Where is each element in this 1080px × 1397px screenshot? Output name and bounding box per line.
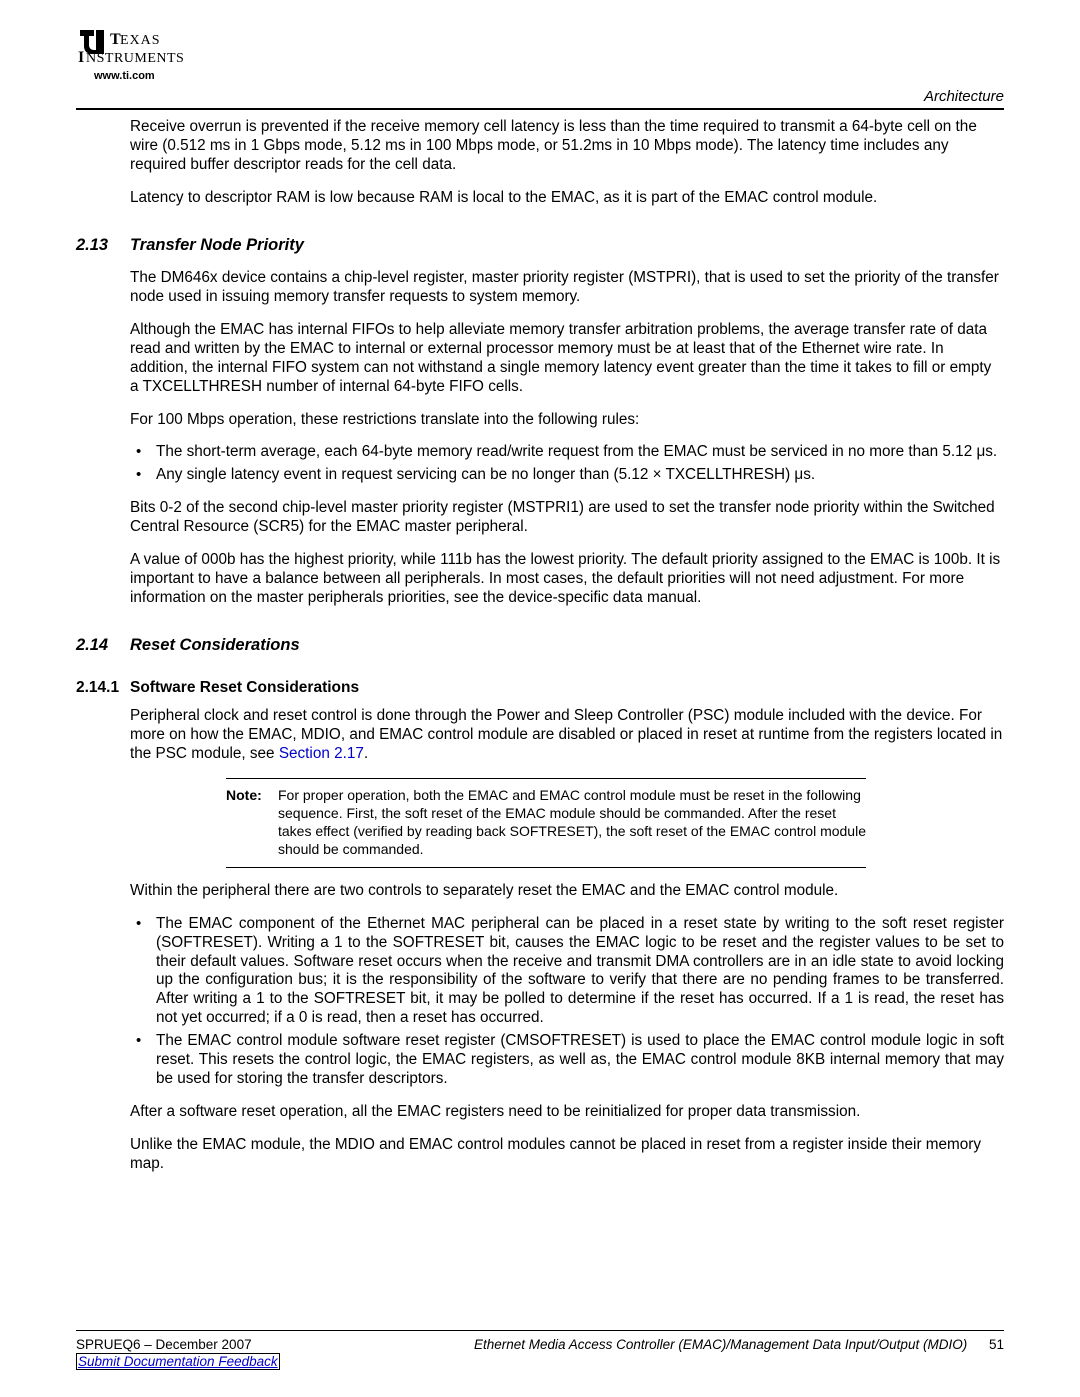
section-title: Transfer Node Priority xyxy=(130,236,304,254)
logo-url[interactable]: www.ti.com xyxy=(94,70,206,82)
ti-logo-block: T EXAS I NSTRUMENTS www.ti.com xyxy=(76,24,206,82)
s213-p3: For 100 Mbps operation, these restrictio… xyxy=(130,411,1004,430)
ti-logo-icon: T EXAS I NSTRUMENTS xyxy=(76,24,206,68)
section-2-14-1-heading: 2.14.1Software Reset Considerations xyxy=(76,679,1004,697)
page-footer: SPRUEQ6 – December 2007 Ethernet Media A… xyxy=(76,1330,1004,1369)
s2141-p1: Peripheral clock and reset control is do… xyxy=(130,707,1004,764)
svg-text:I: I xyxy=(78,49,84,66)
note-label: Note: xyxy=(226,787,278,859)
logo-text-bottom: NSTRUMENTS xyxy=(86,51,184,66)
submit-feedback-link[interactable]: Submit Documentation Feedback xyxy=(76,1353,280,1370)
subsection-number: 2.14.1 xyxy=(76,679,130,697)
section-number: 2.14 xyxy=(76,636,130,655)
header-section-label: Architecture xyxy=(924,88,1004,105)
logo-text-top: EXAS xyxy=(120,33,161,48)
s213-p2: Although the EMAC has internal FIFOs to … xyxy=(130,321,1004,397)
section-title: Reset Considerations xyxy=(130,636,300,654)
note-rule-bottom xyxy=(226,867,866,868)
intro-para-2: Latency to descriptor RAM is low because… xyxy=(130,189,1004,208)
s2141-bullets: The EMAC component of the Ethernet MAC p… xyxy=(130,915,1004,1090)
s213-p4: Bits 0-2 of the second chip-level master… xyxy=(130,499,1004,537)
section-2-17-link[interactable]: Section 2.17 xyxy=(279,745,364,762)
section-2-13-heading: 2.13Transfer Node Priority xyxy=(76,236,1004,255)
list-item: The EMAC component of the Ethernet MAC p… xyxy=(130,915,1004,1029)
s2141-p4: Unlike the EMAC module, the MDIO and EMA… xyxy=(130,1136,1004,1174)
intro-para-1: Receive overrun is prevented if the rece… xyxy=(130,118,1004,175)
s213-p5: A value of 000b has the highest priority… xyxy=(130,551,1004,608)
footer-rule xyxy=(76,1330,1004,1331)
note-text: For proper operation, both the EMAC and … xyxy=(278,787,866,859)
header-rule xyxy=(76,108,1004,110)
footer-docid: SPRUEQ6 – December 2007 xyxy=(76,1337,252,1352)
content-area: Receive overrun is prevented if the rece… xyxy=(76,118,1004,1188)
section-number: 2.13 xyxy=(76,236,130,255)
footer-page-number: 51 xyxy=(989,1337,1004,1352)
text-run: . xyxy=(364,745,368,762)
subsection-title: Software Reset Considerations xyxy=(130,679,359,696)
page: T EXAS I NSTRUMENTS www.ti.com Architect… xyxy=(0,0,1080,1397)
note-rule-top xyxy=(226,778,866,779)
s213-p1: The DM646x device contains a chip-level … xyxy=(130,269,1004,307)
text-run: Peripheral clock and reset control is do… xyxy=(130,707,1002,762)
list-item: The short-term average, each 64-byte mem… xyxy=(130,443,1004,462)
list-item: The EMAC control module software reset r… xyxy=(130,1032,1004,1089)
s2141-p3: After a software reset operation, all th… xyxy=(130,1103,1004,1122)
s213-bullets: The short-term average, each 64-byte mem… xyxy=(130,443,1004,485)
section-2-14-heading: 2.14Reset Considerations xyxy=(76,636,1004,655)
note-box: Note: For proper operation, both the EMA… xyxy=(226,778,866,868)
list-item: Any single latency event in request serv… xyxy=(130,466,1004,485)
s2141-p2: Within the peripheral there are two cont… xyxy=(130,882,1004,901)
footer-title: Ethernet Media Access Controller (EMAC)/… xyxy=(474,1337,967,1352)
